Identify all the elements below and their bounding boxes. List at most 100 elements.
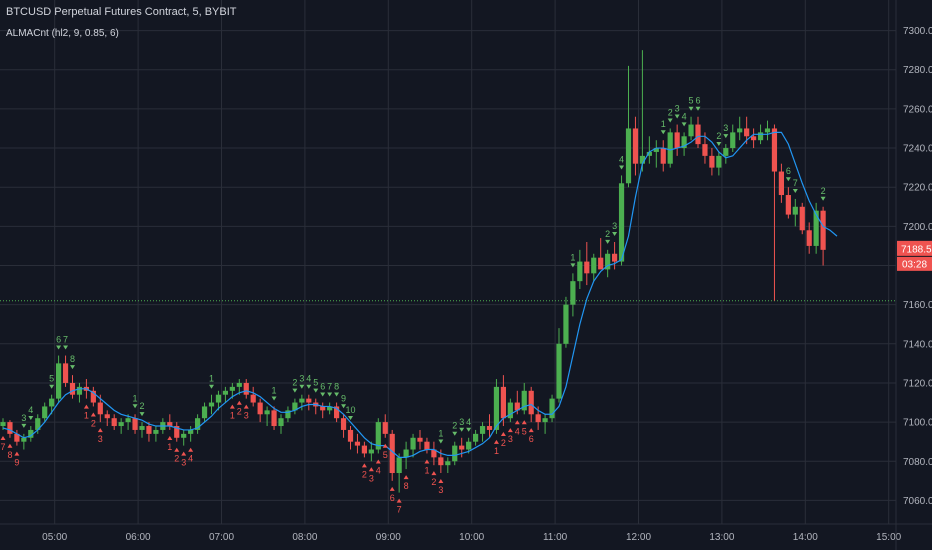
candle[interactable]	[28, 426, 34, 442]
candle[interactable]	[320, 402, 326, 419]
candle[interactable]	[702, 132, 708, 164]
candle[interactable]	[195, 414, 201, 434]
candle[interactable]	[292, 398, 298, 415]
candle[interactable]	[417, 429, 423, 450]
candle[interactable]	[584, 242, 590, 286]
candle[interactable]	[42, 402, 48, 423]
candle[interactable]	[591, 253, 597, 282]
candle[interactable]	[14, 429, 20, 446]
candle[interactable]	[813, 202, 819, 254]
candle[interactable]	[111, 414, 117, 430]
candle[interactable]	[716, 151, 722, 176]
candle[interactable]	[660, 140, 666, 172]
candle[interactable]	[306, 394, 312, 411]
candle[interactable]	[646, 136, 652, 164]
candle[interactable]	[222, 386, 228, 403]
candle[interactable]	[445, 457, 451, 474]
candle[interactable]	[452, 441, 458, 466]
candle[interactable]	[479, 422, 486, 442]
candle[interactable]	[125, 414, 131, 430]
candle[interactable]	[396, 453, 402, 493]
candle[interactable]	[153, 426, 159, 442]
candle[interactable]	[507, 398, 513, 423]
candle[interactable]	[181, 429, 187, 446]
candle[interactable]	[577, 249, 583, 289]
candle[interactable]	[792, 198, 798, 227]
candle[interactable]	[806, 222, 812, 254]
candle[interactable]	[542, 414, 548, 434]
candle[interactable]	[236, 379, 242, 395]
candle[interactable]	[215, 390, 222, 411]
candle[interactable]	[174, 422, 180, 442]
candle[interactable]	[521, 382, 527, 415]
candle[interactable]	[118, 418, 124, 434]
candle[interactable]	[21, 433, 27, 450]
candle[interactable]	[62, 355, 69, 387]
candle[interactable]	[723, 144, 729, 164]
candle[interactable]	[473, 429, 479, 446]
candle[interactable]	[618, 175, 625, 266]
candle[interactable]	[598, 238, 604, 270]
candle[interactable]	[375, 418, 381, 454]
candle[interactable]	[431, 441, 437, 466]
indicator-label[interactable]: ALMACnt (hl2, 9, 0.85, 6)	[6, 28, 119, 39]
candle[interactable]	[271, 406, 277, 430]
candle[interactable]	[243, 379, 249, 399]
candle[interactable]	[76, 382, 83, 403]
candle[interactable]	[69, 375, 76, 399]
candle[interactable]	[737, 116, 743, 141]
candle[interactable]	[639, 50, 645, 172]
candle[interactable]	[361, 441, 367, 458]
candle[interactable]	[167, 414, 173, 430]
candle[interactable]	[368, 441, 374, 462]
candle[interactable]	[104, 410, 110, 427]
candle[interactable]	[278, 414, 284, 434]
candle[interactable]	[299, 394, 305, 411]
candle[interactable]	[785, 187, 791, 219]
candle[interactable]	[146, 422, 152, 442]
candle[interactable]	[625, 65, 632, 188]
candle[interactable]	[7, 420, 13, 438]
candle[interactable]	[264, 406, 270, 427]
candle[interactable]	[556, 328, 562, 403]
candle[interactable]	[486, 414, 493, 438]
candle[interactable]	[347, 426, 354, 450]
candle[interactable]	[257, 398, 263, 423]
candle[interactable]	[188, 426, 194, 442]
candle[interactable]	[688, 116, 694, 141]
candle[interactable]	[751, 128, 757, 149]
candles[interactable]	[0, 50, 826, 493]
candle[interactable]	[285, 406, 291, 423]
candle[interactable]	[653, 140, 659, 168]
candle[interactable]	[778, 163, 784, 203]
candle[interactable]	[771, 124, 778, 301]
candle[interactable]	[563, 296, 569, 348]
candle[interactable]	[340, 414, 347, 438]
candle[interactable]	[681, 132, 687, 156]
candle[interactable]	[459, 437, 465, 458]
candle[interactable]	[799, 202, 805, 235]
candle[interactable]	[632, 116, 639, 176]
candle[interactable]	[208, 394, 215, 415]
candle[interactable]	[327, 402, 333, 415]
candle[interactable]	[389, 429, 395, 481]
candle[interactable]	[612, 242, 618, 270]
candle[interactable]	[764, 120, 771, 141]
candle[interactable]	[56, 355, 62, 403]
candle[interactable]	[730, 124, 736, 152]
candle[interactable]	[49, 394, 55, 415]
candle[interactable]	[354, 433, 361, 454]
candle[interactable]	[201, 402, 208, 423]
candle[interactable]	[424, 437, 430, 454]
candle[interactable]	[90, 386, 96, 407]
candle[interactable]	[695, 116, 701, 149]
candle[interactable]	[709, 148, 715, 176]
candle[interactable]	[132, 414, 138, 434]
candle[interactable]	[139, 422, 145, 438]
candle[interactable]	[549, 394, 555, 423]
candle[interactable]	[820, 206, 826, 266]
candle[interactable]	[334, 402, 340, 423]
